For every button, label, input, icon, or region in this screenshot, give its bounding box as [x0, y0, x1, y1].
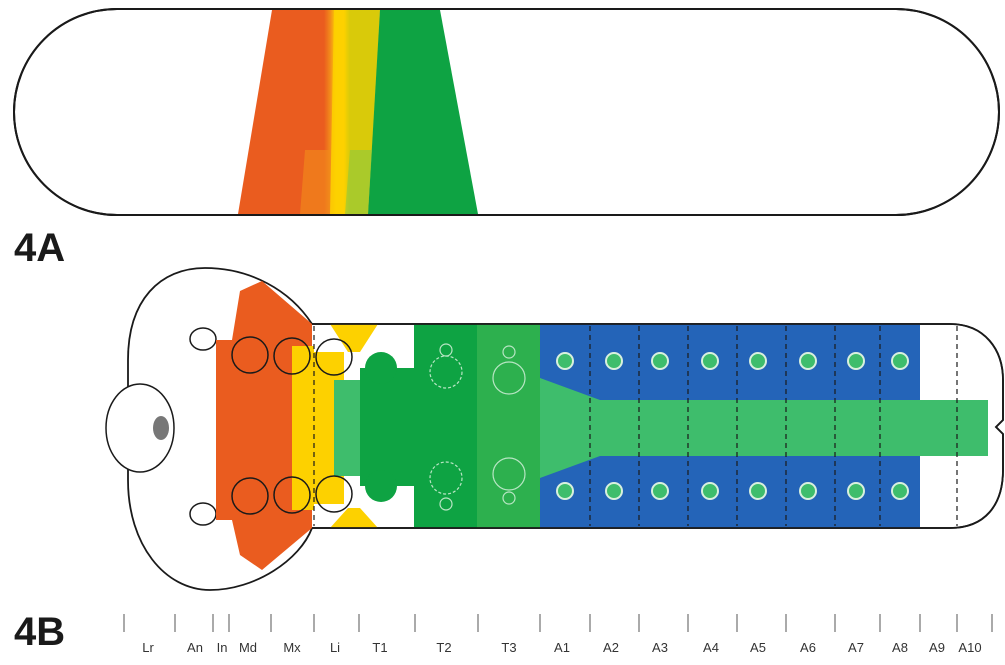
expression-band-4a	[238, 10, 478, 214]
segment-label-a9: A9	[929, 640, 945, 655]
t3-limb-top	[492, 361, 526, 395]
green-domain-t2	[414, 324, 477, 528]
abdominal-spot	[891, 482, 909, 500]
t3-spot-bottom	[502, 491, 516, 505]
head-appendages	[231, 336, 353, 515]
t2-spot-top	[439, 343, 453, 357]
abdominal-spot	[651, 352, 669, 370]
abdominal-spot	[605, 482, 623, 500]
segment-label-a5: A5	[750, 640, 766, 655]
green-midline-abdomen	[540, 378, 988, 478]
abdominal-spot	[556, 482, 574, 500]
panel-label-4a: 4A	[14, 226, 66, 270]
segment-label-li: Li	[330, 640, 340, 655]
abdominal-spot	[847, 352, 865, 370]
segment-label-an: An	[187, 640, 203, 655]
abdominal-spot	[799, 352, 817, 370]
t3-limb-bottom	[492, 457, 526, 491]
green-domain-t3	[477, 324, 540, 528]
abdominal-spot	[701, 482, 719, 500]
yellow-domain-li-top	[330, 324, 378, 352]
panel-label-4b: 4B	[14, 610, 66, 654]
abdominal-spot	[651, 482, 669, 500]
abdominal-spot	[701, 352, 719, 370]
antenna-bud-top	[189, 327, 217, 351]
segment-label-t2: T2	[436, 640, 451, 655]
yellow-domain-li-bottom	[330, 508, 378, 528]
abdominal-spot	[556, 352, 574, 370]
green-domain-t1	[360, 368, 414, 486]
md-appendage-top	[231, 336, 269, 374]
segment-label-t1: T1	[372, 640, 387, 655]
segment-label-a1: A1	[554, 640, 570, 655]
li-appendage-top	[315, 338, 353, 376]
segment-label-a2: A2	[603, 640, 619, 655]
soft-edge-green-4a	[345, 150, 372, 214]
stomodeum-spot	[153, 416, 169, 440]
panel-4a-diagram	[13, 8, 1000, 216]
segment-label-a10: A10	[958, 640, 981, 655]
thoracic-appendages	[429, 343, 526, 511]
panel-4b-diagram	[105, 267, 1004, 591]
segment-label-t3: T3	[501, 640, 516, 655]
segment-boundaries	[313, 326, 958, 526]
trunk-outline-top	[312, 323, 1004, 529]
t3-spot-top	[502, 345, 516, 359]
segment-label-a3: A3	[652, 640, 668, 655]
abdominal-spot	[847, 482, 865, 500]
abdominal-spot	[749, 352, 767, 370]
antenna-bud-bottom	[189, 502, 217, 526]
md-appendage-bottom	[231, 477, 269, 515]
soft-edge-4a	[300, 150, 330, 214]
segment-label-in: In	[217, 640, 228, 655]
segment-label-a7: A7	[848, 640, 864, 655]
abdominal-spot	[605, 352, 623, 370]
embryo-outline-4a	[13, 8, 1000, 216]
t2-limb-bottom	[429, 461, 463, 495]
segment-label-row: Lr An In Md Mx Li T1 T2 T3 A1 A2 A3 A4 A5 A6 A7 A8 A9 A10	[123, 614, 993, 655]
green-band-4a	[368, 10, 478, 214]
abdominal-spot	[749, 482, 767, 500]
green-domain-li	[334, 380, 360, 476]
yellow-domain-mx	[292, 346, 314, 510]
embryo-outline-4a-stroke	[13, 8, 1000, 216]
mx-appendage-top	[273, 337, 311, 375]
t2-spot-bottom	[439, 497, 453, 511]
mx-appendage-bottom	[273, 476, 311, 514]
abdominal-spot	[891, 352, 909, 370]
segment-label-mx: Mx	[283, 640, 301, 655]
abdominal-spots	[556, 352, 909, 500]
li-appendage-bottom	[315, 475, 353, 513]
t2-limb-top	[429, 355, 463, 389]
t1-limb-bottom	[365, 470, 397, 502]
segment-label-md: Md	[239, 640, 257, 655]
orange-domain-4b	[216, 281, 312, 570]
segment-label-a6: A6	[800, 640, 816, 655]
t1-limb-top	[365, 352, 397, 384]
labrum-lobe	[105, 383, 175, 473]
abdominal-spot	[799, 482, 817, 500]
segment-label-lr: Lr	[142, 640, 154, 655]
segment-label-a4: A4	[703, 640, 719, 655]
segment-label-a8: A8	[892, 640, 908, 655]
